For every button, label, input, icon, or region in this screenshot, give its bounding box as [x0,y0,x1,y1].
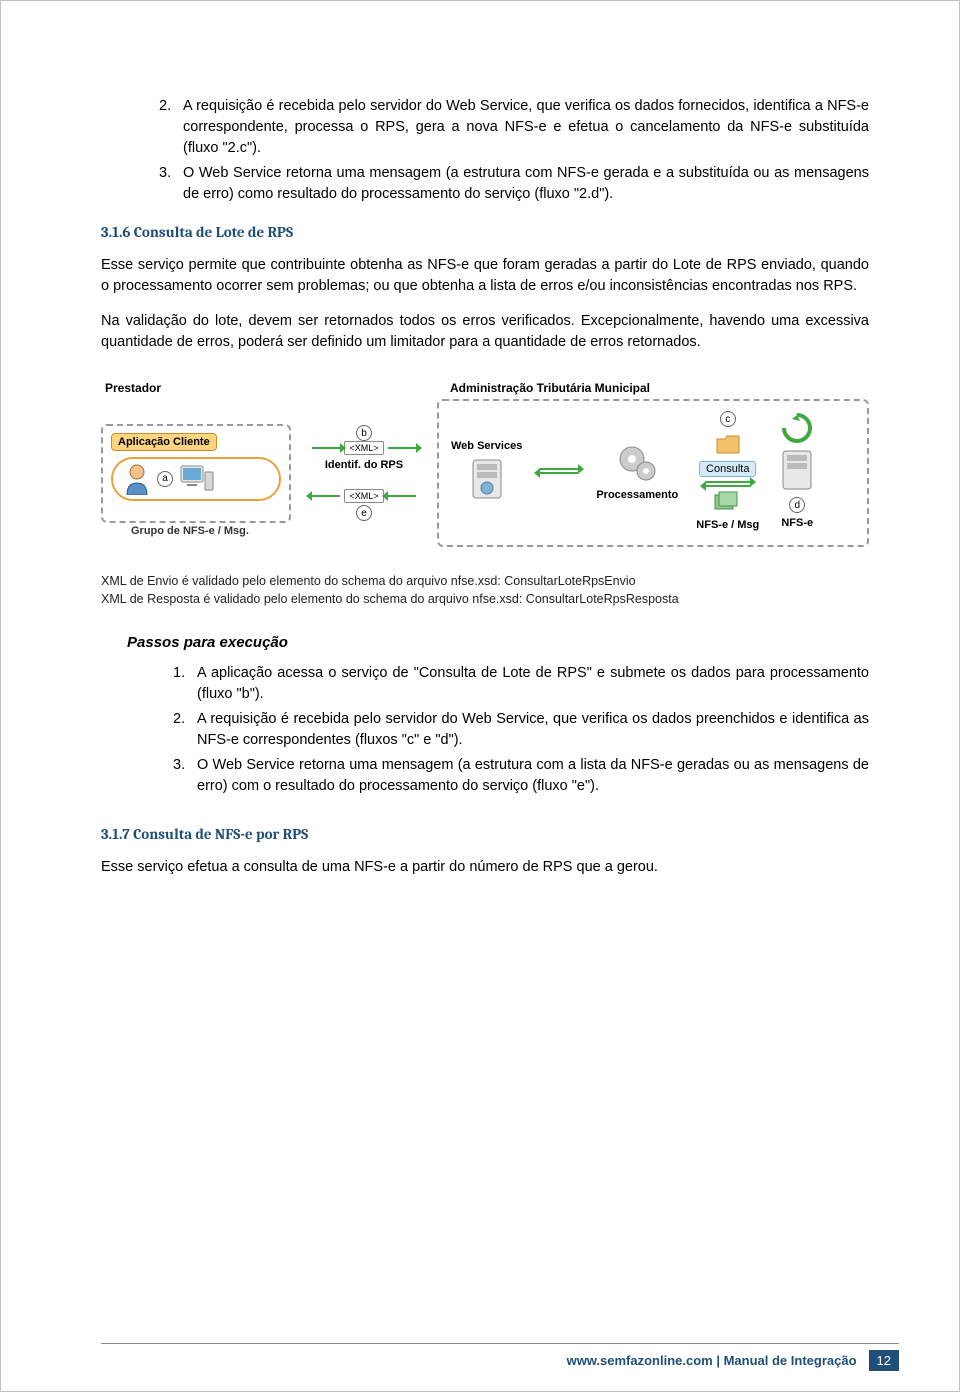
prestador-box: Aplicação Cliente a Grupo de NFS-e / Msg… [101,424,291,523]
arrow-icon [706,481,750,483]
page-footer: www.semfazonline.com | Manual de Integra… [101,1343,899,1371]
xml-column: b <XML> Identif. do RPS <XML> e [299,425,429,521]
web-services-label: Web Services [451,440,522,452]
computer-icon [179,464,215,494]
page-content: 2. A requisição é recebida pelo servidor… [1,1,959,952]
label-atm: Administração Tributária Municipal [271,381,869,395]
label-prestador: Prestador [101,381,271,395]
list-item: 2. A requisição é recebida pelo servidor… [159,96,869,159]
arrow-icon [388,447,416,449]
paragraph: Esse serviço efetua a consulta de uma NF… [101,857,869,878]
item-text: A aplicação acessa o serviço de "Consult… [197,663,869,705]
folder-icon [715,431,741,457]
flow-diagram: Prestador Administração Tributária Munic… [101,381,869,608]
page-number: 12 [869,1350,899,1371]
arrow-icon [388,495,416,497]
footer-text: www.semfazonline.com | Manual de Integra… [567,1353,857,1368]
nfse-msg-label: NFS-e / Msg [696,519,759,531]
identif-label: Identif. do RPS [325,459,403,471]
grupo-label: Grupo de NFS-e / Msg. [131,525,249,537]
docs-icon [713,491,743,513]
consulta-label: Consulta [699,461,756,477]
recycle-icon [782,413,812,443]
caption-line: XML de Resposta é validado pelo elemento… [101,591,869,609]
diagram-caption: XML de Envio é validado pelo elemento do… [101,573,869,608]
list-item: 1. A aplicação acessa o serviço de "Cons… [101,663,869,705]
list-item: 3. O Web Service retorna uma mensagem (a… [159,163,869,205]
diagram-top-labels: Prestador Administração Tributária Munic… [101,381,869,395]
passos-heading: Passos para execução [127,634,869,651]
processing-block: Processamento [596,441,678,501]
item-number: 3. [173,755,197,797]
diagram-row: Aplicação Cliente a Grupo de NFS-e / Msg… [101,399,869,547]
server-icon [467,454,507,502]
item-text: A requisição é recebida pelo servidor do… [183,96,869,159]
bubble-e: e [356,505,372,521]
list-top: 2. A requisição é recebida pelo servidor… [101,96,869,205]
paragraph: Esse serviço permite que contribuinte ob… [101,255,869,297]
item-text: A requisição é recebida pelo servidor do… [197,709,869,751]
xml-label: <XML> [344,489,383,503]
section-heading-317: 3.1.7 Consulta de NFS-e por RPS [101,825,869,843]
web-services-block: Web Services [451,440,522,502]
item-text: O Web Service retorna uma mensagem (a es… [197,755,869,797]
xml-label: <XML> [344,441,383,455]
item-number: 1. [173,663,197,705]
item-number: 2. [159,96,183,159]
nfse-label: NFS-e [781,517,813,529]
section-heading-316: 3.1.6 Consulta de Lote de RPS [101,223,869,241]
arrow-pair [540,468,578,474]
atm-box: Web Services [437,399,869,547]
bubble-a: a [157,471,173,487]
consulta-block: c Consulta NFS-e / Msg [696,411,759,531]
item-number: 3. [159,163,183,205]
arrow-icon [706,485,750,487]
paragraph: Na validação do lote, devem ser retornad… [101,311,869,353]
user-icon [123,463,151,495]
app-cliente-badge: Aplicação Cliente [111,433,217,451]
list-item: 3. O Web Service retorna uma mensagem (a… [101,755,869,797]
processing-label: Processamento [596,489,678,501]
nfse-server-block: d NFS-e [777,413,817,529]
list-passos: 1. A aplicação acessa o serviço de "Cons… [101,663,869,797]
arrow-icon [540,468,578,470]
bubble-c: c [720,411,736,427]
prestador-icons: a [111,457,281,501]
bubble-b: b [356,425,372,441]
arrow-icon [312,495,340,497]
caption-line: XML de Envio é validado pelo elemento do… [101,573,869,591]
gear-icon [614,441,660,487]
bubble-d: d [789,497,805,513]
server-icon [777,445,817,493]
list-item: 2. A requisição é recebida pelo servidor… [101,709,869,751]
arrow-icon [312,447,340,449]
arrow-icon [540,472,578,474]
item-number: 2. [173,709,197,751]
item-text: O Web Service retorna uma mensagem (a es… [183,163,869,205]
